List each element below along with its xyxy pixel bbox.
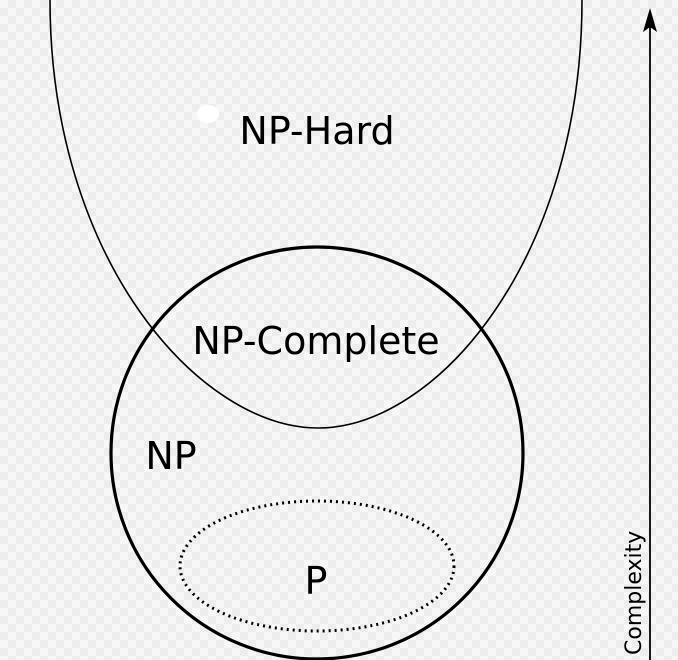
complexity-axis-arrowhead-icon — [643, 8, 657, 32]
complexity-axis-label: Complexity — [622, 531, 647, 655]
p-label: P — [305, 559, 328, 603]
background-highlight — [197, 105, 219, 123]
np-complete-label: NP-Complete — [192, 319, 439, 363]
np-label: NP — [145, 434, 196, 478]
np-hard-label: NP-Hard — [239, 109, 394, 153]
np-region — [109, 245, 525, 660]
np-hard-region — [49, 0, 583, 429]
p-region — [178, 499, 456, 633]
